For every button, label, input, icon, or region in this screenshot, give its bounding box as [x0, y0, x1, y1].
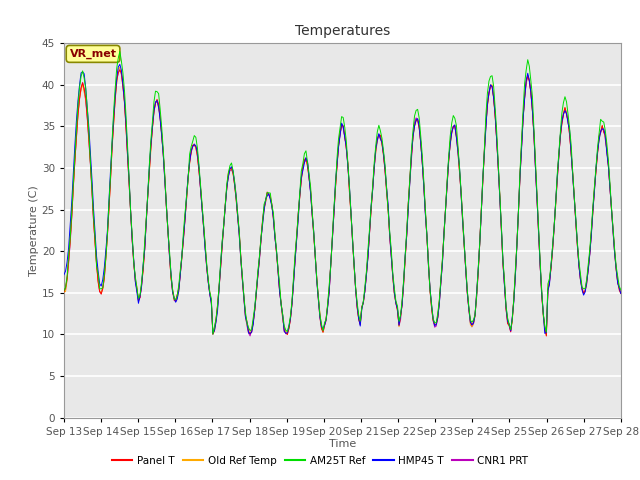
X-axis label: Time: Time [329, 439, 356, 449]
Text: VR_met: VR_met [70, 49, 116, 59]
Title: Temperatures: Temperatures [295, 24, 390, 38]
Y-axis label: Temperature (C): Temperature (C) [29, 185, 39, 276]
Legend: Panel T, Old Ref Temp, AM25T Ref, HMP45 T, CNR1 PRT: Panel T, Old Ref Temp, AM25T Ref, HMP45 … [108, 452, 532, 470]
